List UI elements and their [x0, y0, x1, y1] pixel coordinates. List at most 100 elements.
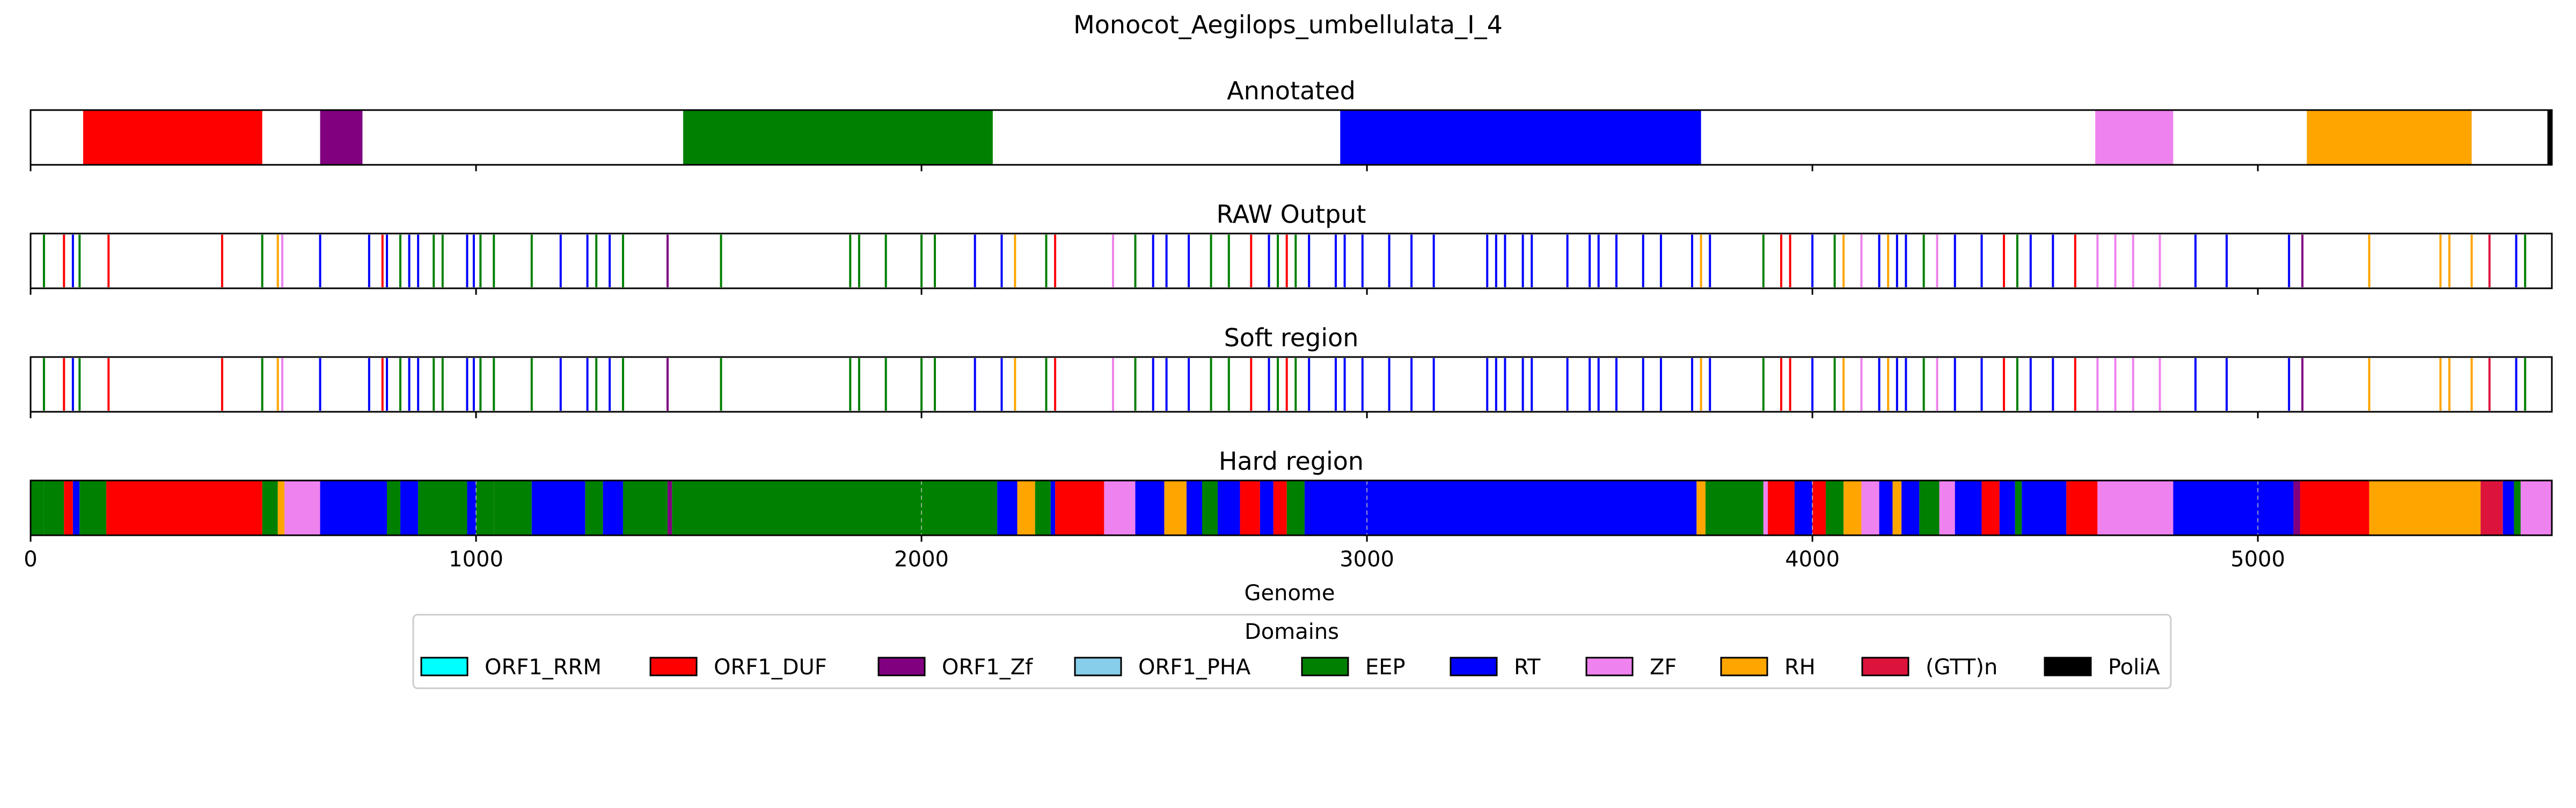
legend-label: ORF1_Zf	[942, 655, 1033, 680]
domain-segment	[2502, 481, 2514, 535]
domain-segment	[2480, 481, 2503, 535]
x-tick-label: 4000	[1785, 547, 1840, 572]
domain-segment	[467, 481, 477, 535]
domain-segment	[2514, 481, 2521, 535]
legend-swatch	[877, 657, 926, 676]
domain-segment	[1340, 110, 1701, 165]
domain-segment	[531, 481, 586, 535]
legend-label: EEP	[1365, 655, 1406, 680]
domain-segment	[1050, 481, 1056, 535]
domain-segment	[262, 481, 278, 535]
x-tick-label: 0	[24, 547, 37, 572]
track-title: Hard region	[1219, 447, 1364, 476]
domain-segment	[1017, 481, 1035, 535]
domain-segment	[1286, 481, 1305, 535]
domain-segment	[1768, 481, 1795, 535]
domain-segment	[1812, 481, 1826, 535]
domain-segment	[1164, 481, 1187, 535]
legend-swatch	[1585, 657, 1634, 676]
chart-title: Monocot_Aegilops_umbellulata_I_4	[1073, 10, 1503, 39]
domain-segment	[2307, 110, 2472, 165]
legend-item: ORF1_Zf	[877, 655, 1033, 680]
legend-label: ORF1_DUF	[714, 655, 827, 680]
legend-swatch	[1074, 657, 1122, 676]
legend-swatch	[1861, 657, 1909, 676]
domain-segment	[1035, 481, 1051, 535]
domain-segment	[1273, 481, 1287, 535]
domain-segment	[1939, 481, 1955, 535]
domain-segment	[623, 481, 668, 535]
domain-segment	[2300, 481, 2369, 535]
domain-segment	[2066, 481, 2098, 535]
legend-item: EEP	[1301, 655, 1406, 680]
legend-title: Domains	[1245, 620, 1339, 644]
domain-segment	[1879, 481, 1893, 535]
domain-segment	[476, 481, 494, 535]
domain-segment	[1218, 481, 1240, 535]
track-frame	[30, 109, 2553, 166]
legend-label: RH	[1784, 655, 1816, 680]
domain-segment	[72, 481, 80, 535]
track-0: Annotated	[30, 76, 2553, 171]
legend-item: PoliA	[2044, 655, 2160, 680]
legend-swatch	[1450, 657, 1498, 676]
domain-segment	[1892, 481, 1902, 535]
x-tick-label: 5000	[2230, 547, 2285, 572]
tracks-layer: Annotated RAW Output Soft region Hard regio…	[30, 76, 2553, 542]
domain-segment	[2095, 110, 2174, 165]
domain-segment	[2097, 481, 2174, 535]
domain-segment	[1135, 481, 1165, 535]
domain-segment	[1826, 481, 1844, 535]
domain-segment	[1240, 481, 1260, 535]
track-background	[31, 234, 2552, 288]
domain-segment	[2015, 481, 2022, 535]
track-frame	[30, 479, 2553, 536]
track-background	[31, 110, 2552, 165]
legend-label: (GTT)n	[1926, 655, 1997, 680]
domain-segment	[1861, 481, 1879, 535]
legend: Domains ORF1_RRM ORF1_DUF ORF1_Zf ORF1_PHA E…	[412, 614, 2172, 689]
domain-segment	[1104, 481, 1136, 535]
domain-segment	[1260, 481, 1274, 535]
domain-segment	[1843, 481, 1862, 535]
legend-label: ZF	[1650, 655, 1677, 680]
domain-segment	[494, 481, 532, 535]
track-3: Hard region	[30, 447, 2553, 542]
track-background	[31, 357, 2552, 412]
domain-segment	[277, 481, 285, 535]
legend-item: ZF	[1585, 655, 1677, 680]
domain-segment	[1202, 481, 1218, 535]
domain-segment	[667, 481, 672, 535]
track-frame	[30, 232, 2553, 289]
x-axis-label: Genome	[1244, 581, 1335, 606]
track-1: RAW Output	[30, 200, 2553, 295]
domain-segment	[1763, 481, 1768, 535]
domain-segment	[79, 481, 107, 535]
x-tick-label: 2000	[894, 547, 949, 572]
x-axis: 0 1000 2000 3000 4000 5000	[24, 547, 2285, 572]
legend-label: RT	[1514, 655, 1541, 680]
domain-segment	[1955, 481, 1982, 535]
domain-segment	[418, 481, 467, 535]
domain-segment	[1055, 481, 1104, 535]
domain-segment	[2173, 481, 2294, 535]
track-title: Annotated	[1227, 76, 1356, 105]
domain-segment	[320, 481, 387, 535]
legend-swatch	[420, 657, 469, 676]
domain-segment	[997, 481, 1018, 535]
domain-segment	[1981, 481, 2000, 535]
domain-segment	[320, 110, 363, 165]
domain-segment	[1705, 481, 1763, 535]
domain-segment	[2547, 110, 2552, 165]
domain-segment	[1901, 481, 1920, 535]
legend-swatch	[2044, 657, 2092, 676]
legend-item: ORF1_DUF	[649, 655, 827, 680]
x-tick-label: 1000	[449, 547, 503, 572]
legend-item: ORF1_RRM	[420, 655, 602, 680]
domain-segment	[2520, 481, 2552, 535]
domain-segment	[1304, 481, 1697, 535]
domain-segment	[284, 481, 320, 535]
domain-segment	[683, 110, 993, 165]
